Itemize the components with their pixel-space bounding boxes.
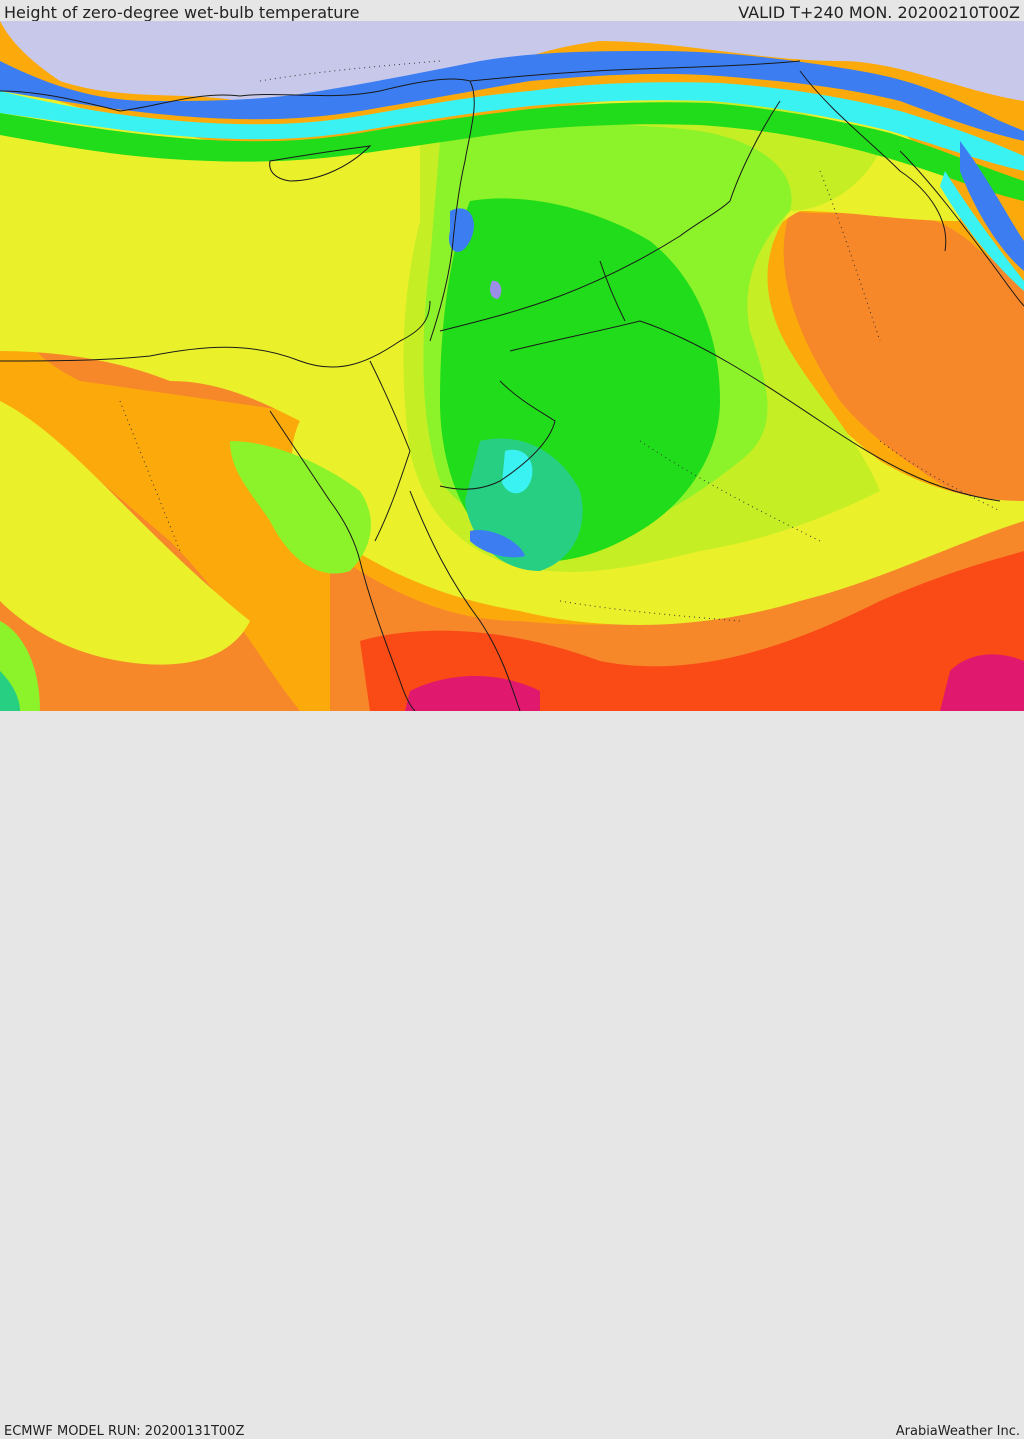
field-blue-east <box>960 141 1024 271</box>
coastline-egypt-north <box>0 300 431 368</box>
coastline-mediterranean <box>0 78 475 342</box>
coastline-red-sea-east <box>409 490 521 711</box>
brand-label: ArabiaWeather Inc. <box>895 1424 1020 1439</box>
field-lavender-north <box>0 21 1024 106</box>
weather-map <box>0 21 1024 711</box>
dotted-admin-borders <box>119 60 1001 622</box>
field-blue-spot-1 <box>470 530 525 558</box>
header-bar: Height of zero-degree wet-bulb temperatu… <box>0 0 1024 21</box>
field-violet-spot-2 <box>490 280 502 299</box>
dotted-border-5 <box>259 60 441 82</box>
field-dark-orange-east <box>783 211 1024 541</box>
coastlines-and-borders <box>0 60 1024 711</box>
border-iraq-saudi <box>439 100 781 332</box>
valid-time: VALID T+240 MON. 20200210T00Z <box>738 3 1020 22</box>
field-cyan-spot <box>502 449 533 494</box>
map-title: Height of zero-degree wet-bulb temperatu… <box>4 3 360 22</box>
dotted-border-3 <box>559 600 741 622</box>
dotted-border-1 <box>119 400 181 552</box>
coastline-red-sea-west <box>359 560 416 711</box>
field-blue-north <box>0 51 1024 141</box>
coastline-gulf-aqaba <box>374 450 411 542</box>
color-fields <box>0 21 1024 711</box>
field-red-south <box>360 551 1024 711</box>
coastline-persian-gulf <box>899 150 1024 307</box>
field-magenta-s <box>405 676 540 711</box>
field-lime-sinai <box>230 441 371 574</box>
coastline-cyprus <box>269 145 372 182</box>
field-yellow-west <box>0 401 250 665</box>
border-jordan-saudi <box>509 320 1001 502</box>
field-seagreen-egypt <box>0 671 20 711</box>
field-green-north <box>0 102 1024 201</box>
field-cyan-north <box>0 82 1024 171</box>
model-run: ECMWF MODEL RUN: 20200131T00Z <box>4 1424 245 1439</box>
border-egypt-israel <box>369 360 411 452</box>
coastline-gulf-suez <box>269 410 361 562</box>
field-cyan-east <box>940 171 1024 291</box>
coastline-turkey-south <box>469 60 801 82</box>
border-saudi-jordan-south <box>439 380 556 490</box>
border-jordan-saudi-2 <box>599 260 626 322</box>
footer-bar: ECMWF MODEL RUN: 20200131T00Z ArabiaWeat… <box>0 711 1024 1439</box>
field-magenta-se <box>940 654 1024 711</box>
border-iran-iraq <box>799 70 947 252</box>
